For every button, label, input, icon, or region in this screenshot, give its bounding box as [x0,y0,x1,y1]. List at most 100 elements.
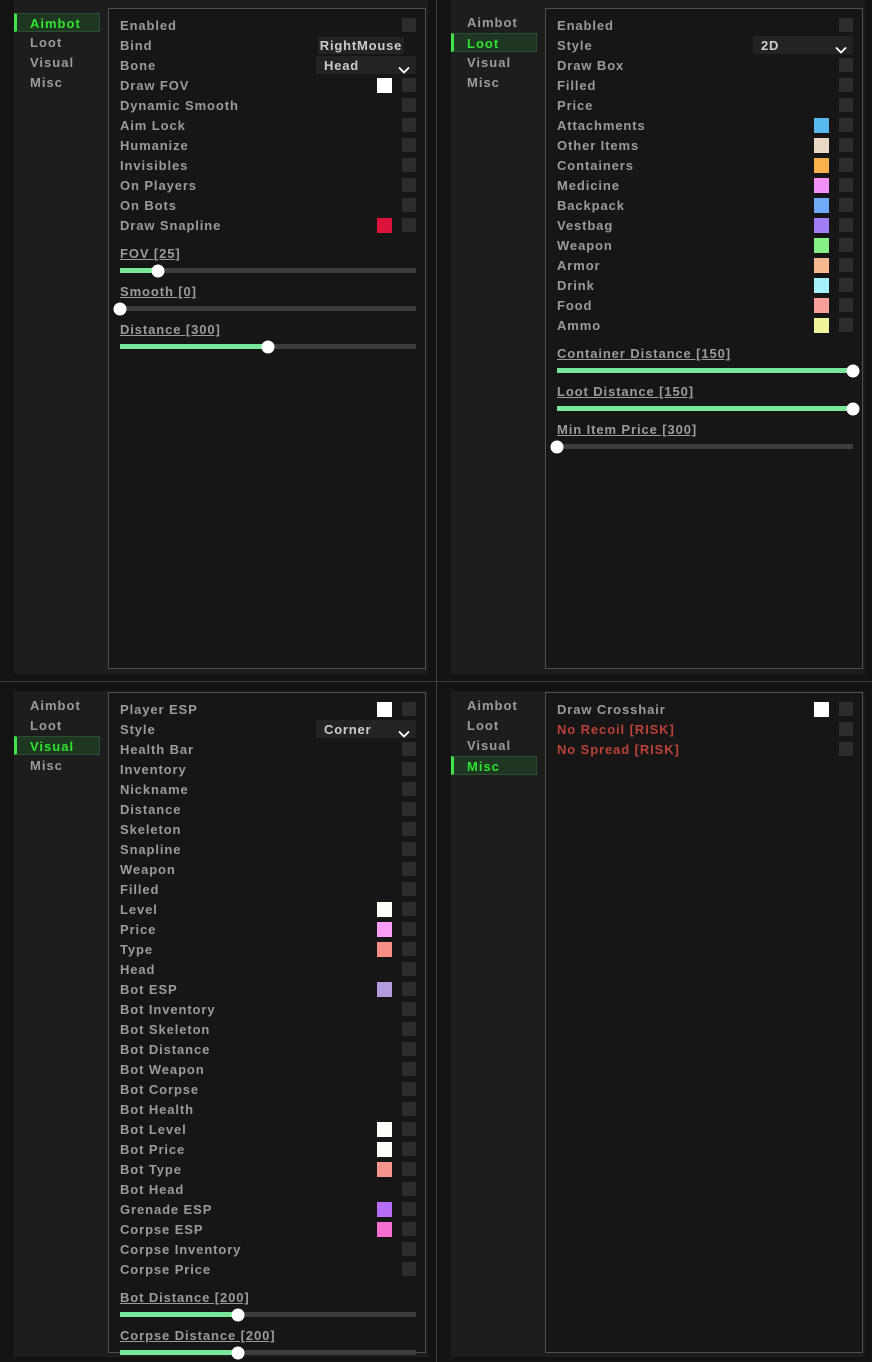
checkbox[interactable] [839,318,853,332]
dropdown[interactable]: Head [316,56,416,74]
slider-track[interactable] [557,402,860,415]
dropdown[interactable]: 2D [753,36,853,54]
checkbox[interactable] [402,942,416,956]
checkbox[interactable] [402,1182,416,1196]
checkbox[interactable] [402,78,416,92]
slider-thumb[interactable] [231,1346,245,1359]
checkbox[interactable] [402,1162,416,1176]
slider-track[interactable] [120,1346,416,1359]
checkbox[interactable] [839,58,853,72]
checkbox[interactable] [402,842,416,856]
color-swatch[interactable] [377,217,392,233]
checkbox[interactable] [402,178,416,192]
checkbox[interactable] [402,1042,416,1056]
color-swatch[interactable] [814,177,829,193]
slider-track[interactable] [120,1308,416,1321]
checkbox[interactable] [839,78,853,92]
slider-thumb[interactable] [846,364,860,377]
color-swatch[interactable] [814,137,829,153]
color-swatch[interactable] [377,1141,392,1157]
slider-thumb[interactable] [846,402,860,415]
checkbox[interactable] [402,18,416,32]
slider-thumb[interactable] [113,302,127,315]
color-swatch[interactable] [377,1161,392,1177]
sidebar-item-misc[interactable]: Misc [30,758,63,773]
checkbox[interactable] [402,1062,416,1076]
checkbox[interactable] [839,298,853,312]
color-swatch[interactable] [814,157,829,173]
checkbox[interactable] [402,1102,416,1116]
checkbox[interactable] [402,1082,416,1096]
checkbox[interactable] [402,782,416,796]
checkbox[interactable] [402,1262,416,1276]
dropdown[interactable]: Corner [316,720,416,738]
color-swatch[interactable] [377,1201,392,1217]
checkbox[interactable] [839,118,853,132]
checkbox[interactable] [839,702,853,716]
sidebar-item-misc[interactable]: Misc [451,756,537,775]
checkbox[interactable] [402,702,416,716]
sidebar-item-loot[interactable]: Loot [30,718,63,733]
color-swatch[interactable] [377,701,392,717]
color-swatch[interactable] [814,257,829,273]
checkbox[interactable] [402,982,416,996]
checkbox[interactable] [402,1002,416,1016]
color-swatch[interactable] [377,921,392,937]
checkbox[interactable] [402,118,416,132]
checkbox[interactable] [402,882,416,896]
checkbox[interactable] [839,138,853,152]
checkbox[interactable] [839,178,853,192]
slider-track[interactable] [120,340,416,353]
checkbox[interactable] [402,98,416,112]
sidebar-item-aimbot[interactable]: Aimbot [467,15,518,30]
checkbox[interactable] [402,158,416,172]
sidebar-item-aimbot[interactable]: Aimbot [30,698,81,713]
bind-value-field[interactable]: RightMouse [318,36,404,54]
slider-thumb[interactable] [151,264,165,277]
checkbox[interactable] [402,218,416,232]
checkbox[interactable] [402,1022,416,1036]
color-swatch[interactable] [377,901,392,917]
checkbox[interactable] [402,1242,416,1256]
checkbox[interactable] [402,1122,416,1136]
color-swatch[interactable] [377,981,392,997]
color-swatch[interactable] [377,1121,392,1137]
color-swatch[interactable] [377,941,392,957]
checkbox[interactable] [839,158,853,172]
checkbox[interactable] [839,722,853,736]
checkbox[interactable] [402,1202,416,1216]
checkbox[interactable] [402,1142,416,1156]
color-swatch[interactable] [814,701,829,717]
sidebar-item-visual[interactable]: Visual [30,55,75,70]
color-swatch[interactable] [814,237,829,253]
color-swatch[interactable] [814,277,829,293]
color-swatch[interactable] [814,197,829,213]
slider-thumb[interactable] [231,1308,245,1321]
slider-track[interactable] [557,364,860,377]
sidebar-item-loot[interactable]: Loot [30,35,63,50]
checkbox[interactable] [839,218,853,232]
slider-track[interactable] [550,440,853,453]
slider-track[interactable] [120,264,416,277]
checkbox[interactable] [839,258,853,272]
checkbox[interactable] [402,922,416,936]
checkbox[interactable] [402,862,416,876]
sidebar-item-aimbot[interactable]: Aimbot [14,13,100,32]
sidebar-item-loot[interactable]: Loot [451,33,537,52]
slider-thumb[interactable] [261,340,275,353]
color-swatch[interactable] [814,217,829,233]
color-swatch[interactable] [814,317,829,333]
checkbox[interactable] [402,1222,416,1236]
slider-thumb[interactable] [550,440,564,453]
sidebar-item-visual[interactable]: Visual [14,736,100,755]
checkbox[interactable] [839,278,853,292]
checkbox[interactable] [402,962,416,976]
checkbox[interactable] [839,742,853,756]
checkbox[interactable] [402,822,416,836]
sidebar-item-visual[interactable]: Visual [467,738,512,753]
color-swatch[interactable] [377,77,392,93]
color-swatch[interactable] [814,297,829,313]
checkbox[interactable] [839,238,853,252]
checkbox[interactable] [402,802,416,816]
checkbox[interactable] [402,742,416,756]
